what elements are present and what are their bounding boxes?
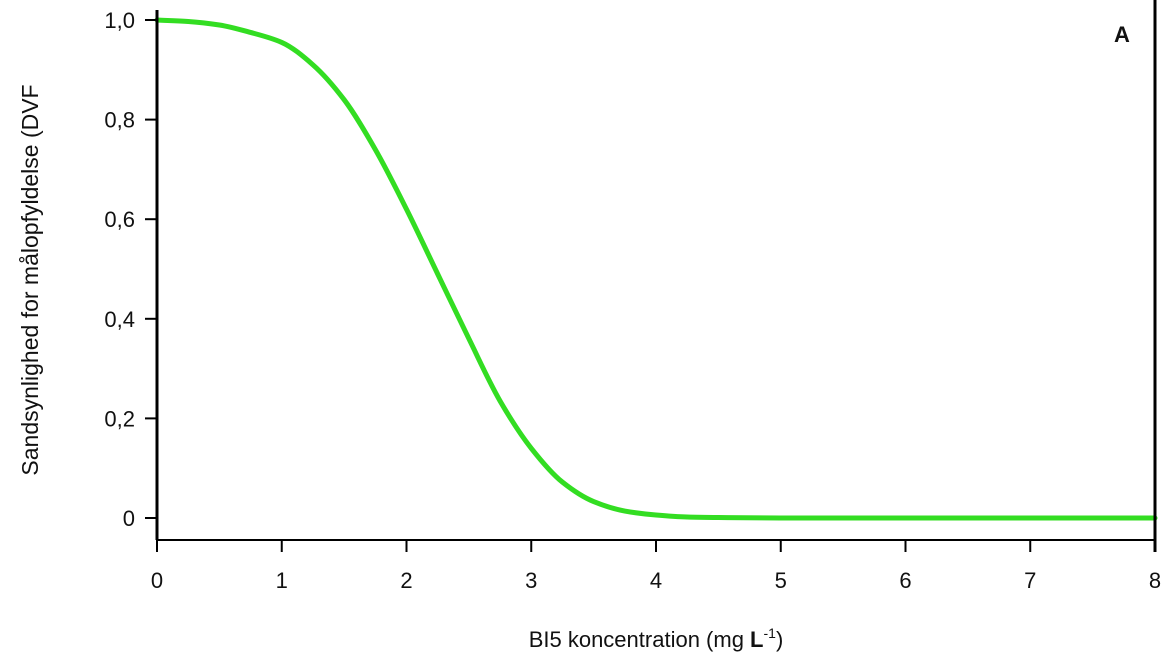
axes-layer <box>155 0 1157 552</box>
x-axis-title-sup: -1 <box>764 625 777 641</box>
x-tick-label: 1 <box>276 568 288 593</box>
x-axis-title-unit: L <box>750 627 763 652</box>
x-tick-label: 8 <box>1149 568 1161 593</box>
y-tick-label: 0,6 <box>104 207 135 232</box>
x-tick-label: 7 <box>1024 568 1036 593</box>
x-axis-title-close: ) <box>776 627 783 652</box>
x-tick-label: 4 <box>650 568 662 593</box>
x-tick-label: 6 <box>899 568 911 593</box>
curve-layer <box>154 17 1158 521</box>
y-tick-label: 0,8 <box>104 108 135 133</box>
panel-label: A <box>1114 22 1130 47</box>
x-tick-label: 0 <box>151 568 163 593</box>
y-tick-label: 0,2 <box>104 406 135 431</box>
y-tick-label: 1,0 <box>104 8 135 33</box>
y-tick-label: 0,4 <box>104 307 135 332</box>
ticks-layer: 0 0,2 0,4 0,6 0,8 1,0 0 1 2 3 4 5 6 7 8 <box>104 8 1161 593</box>
x-axis-title: BI5 koncentration (mg L-1) <box>529 625 784 652</box>
x-tick-label: 3 <box>525 568 537 593</box>
x-axis-title-main: BI5 koncentration (mg <box>529 627 750 652</box>
probability-series-line <box>154 17 1158 521</box>
x-tick-label: 2 <box>400 568 412 593</box>
y-tick-label: 0 <box>123 506 135 531</box>
y-axis-title: Sandsynlighed for målopfyldelse (DVF <box>17 84 43 475</box>
x-tick-label: 5 <box>775 568 787 593</box>
